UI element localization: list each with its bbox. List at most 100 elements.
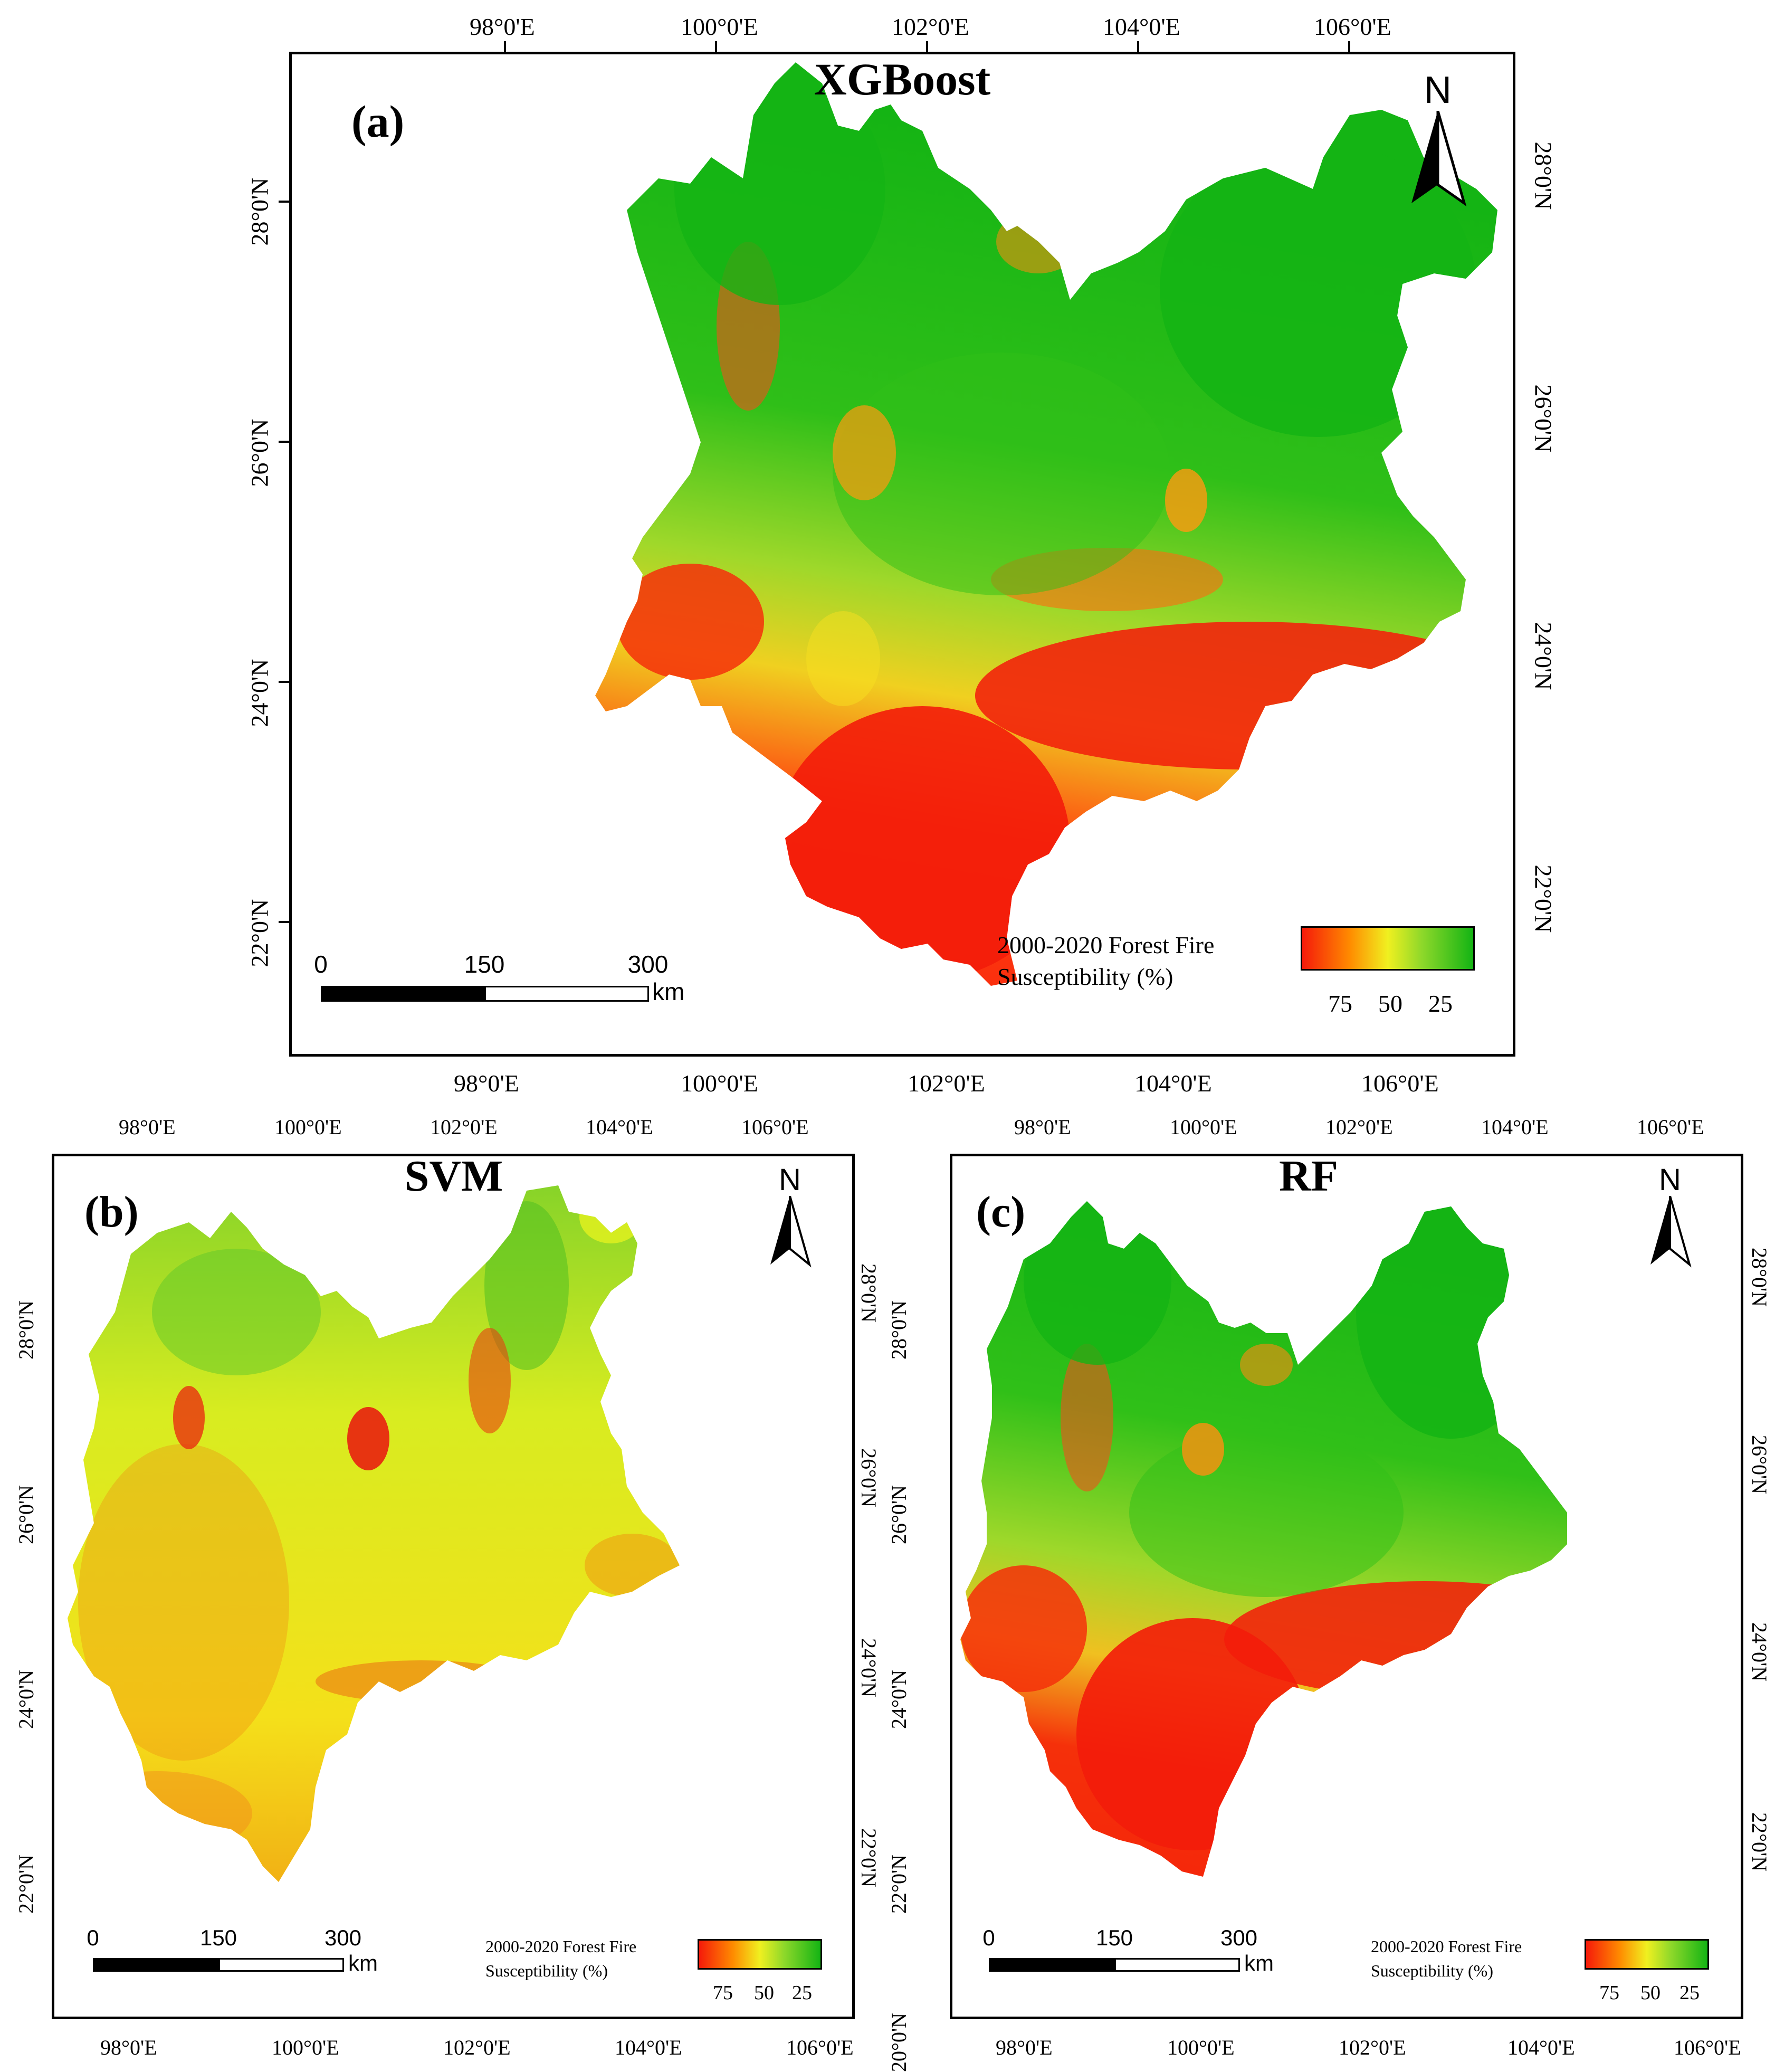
lon-label-top: 106°0'E: [741, 1115, 809, 1139]
scale-bar-a: 0 150 300 km: [314, 950, 696, 1013]
lon-label-top: 104°0'E: [586, 1115, 653, 1139]
lon-label-top: 100°0'E: [681, 13, 758, 40]
lon-label-bottom: 102°0'E: [908, 1070, 985, 1097]
legend-color-ramp: [698, 1939, 822, 1970]
lat-label-left: 22°0'N: [14, 1854, 39, 1914]
lat-label-left: 26°0'N: [246, 419, 273, 487]
fire-susceptibility-map-b: [68, 1185, 680, 1882]
lon-label-top: 102°0'E: [1325, 1115, 1393, 1139]
north-arrow-icon: [770, 1196, 812, 1268]
scale-bar-c: 0 150 300 km: [980, 1925, 1276, 1983]
legend-title-line2: Susceptibility (%): [997, 963, 1173, 990]
tick: [279, 201, 289, 203]
north-arrow-c: N: [1646, 1162, 1694, 1268]
scale-bar-filled: [321, 986, 485, 1002]
lon-label-top: 102°0'E: [892, 13, 969, 40]
legend-a: 2000-2020 Forest Fire Susceptibility (%)…: [997, 926, 1483, 1027]
lat-label-right: 22°0'N: [857, 1828, 881, 1888]
scale-bar-empty: [484, 986, 649, 1002]
lat-label-left: 28°0'N: [246, 177, 273, 246]
legend-title-line2: Susceptibility (%): [485, 1961, 608, 1980]
lat-label-right: 24°0'N: [857, 1638, 881, 1698]
lat-label-right: 26°0'N: [1530, 384, 1557, 453]
north-letter: N: [1659, 1163, 1681, 1197]
legend-color-ramp: [1301, 926, 1475, 971]
north-letter: N: [1424, 69, 1452, 111]
legend-value: 50: [1640, 1982, 1661, 2004]
tick: [279, 681, 289, 683]
scale-bar-empty: [1114, 1958, 1240, 1972]
panel-letter-a: (a): [351, 96, 405, 147]
lat-label-right: 26°0'N: [1748, 1434, 1772, 1495]
scale-label: 0: [982, 1925, 995, 1950]
lat-label-left: 26°0'N: [14, 1485, 39, 1545]
scale-unit: km: [652, 978, 685, 1005]
lon-label-bottom: 106°0'E: [1674, 2036, 1741, 2059]
lat-label-left: 28°0'N: [887, 1300, 911, 1360]
legend-title-line1: 2000-2020 Forest Fire: [997, 932, 1215, 958]
lat-label-right: 24°0'N: [1748, 1622, 1772, 1682]
panel-title-a: XGBoost: [814, 54, 991, 104]
scale-label: 300: [324, 1925, 362, 1950]
lon-label-bottom: 104°0'E: [1507, 2036, 1575, 2059]
lat-label-right: 28°0'N: [857, 1263, 881, 1323]
lat-label-right: 28°0'N: [1530, 141, 1557, 210]
legend-value: 50: [754, 1982, 774, 2004]
tick: [1137, 41, 1139, 52]
scale-bar-filled: [989, 1958, 1115, 1972]
lat-label-left: 26°0'N: [887, 1485, 911, 1545]
lon-label-top: 106°0'E: [1637, 1115, 1704, 1139]
tick: [715, 41, 717, 52]
legend-value: 75: [1599, 1982, 1619, 2004]
lon-label-bottom: 100°0'E: [1167, 2036, 1235, 2059]
lat-label-left: 24°0'N: [887, 1669, 911, 1729]
panel-rf: 98°0'E 100°0'E 102°0'E 104°0'E 106°0'E 9…: [887, 1098, 1775, 2072]
lon-label-bottom: 98°0'E: [100, 2036, 157, 2059]
legend-color-ramp: [1585, 1939, 1709, 1970]
legend-value: 25: [1679, 1982, 1700, 2004]
lon-label-top: 100°0'E: [274, 1115, 342, 1139]
lat-label-left: 24°0'N: [246, 659, 273, 727]
tick: [1348, 41, 1350, 52]
legend-b: 2000-2020 Forest Fire Susceptibility (%)…: [485, 1936, 834, 2015]
legend-value: 25: [792, 1982, 812, 2004]
lon-label-bottom: 106°0'E: [786, 2036, 854, 2059]
lon-label-bottom: 102°0'E: [1339, 2036, 1406, 2059]
panel-svm: 98°0'E 100°0'E 102°0'E 104°0'E 106°0'E 9…: [0, 1098, 887, 2071]
lon-label-bottom: 104°0'E: [615, 2036, 682, 2059]
lat-label-left: 28°0'N: [14, 1300, 39, 1360]
legend-value: 25: [1428, 990, 1453, 1017]
scale-bar-empty: [218, 1958, 344, 1972]
lat-label-right: 22°0'N: [1530, 864, 1557, 933]
legend-title-line2: Susceptibility (%): [1371, 1961, 1493, 1980]
legend-value: 75: [713, 1982, 733, 2004]
lon-label-top: 104°0'E: [1481, 1115, 1549, 1139]
panel-letter-c: (c): [976, 1187, 1026, 1237]
north-arrow-b: N: [766, 1162, 814, 1268]
legend-c: 2000-2020 Forest Fire Susceptibility (%)…: [1371, 1936, 1719, 2015]
lon-label-top: 100°0'E: [1170, 1115, 1237, 1139]
lon-label-top: 98°0'E: [119, 1115, 176, 1139]
scale-label: 300: [1220, 1925, 1258, 1950]
north-arrow-icon: [1411, 111, 1467, 207]
north-letter: N: [779, 1163, 801, 1197]
legend-title-line1: 2000-2020 Forest Fire: [1371, 1937, 1522, 1956]
tick: [926, 41, 928, 52]
legend-value: 75: [1328, 990, 1352, 1017]
scale-label: 150: [464, 951, 505, 978]
panel-letter-b: (b): [84, 1187, 139, 1237]
scale-label: 0: [87, 1925, 99, 1950]
scale-label: 150: [199, 1925, 237, 1950]
scale-bar-filled: [93, 1958, 220, 1972]
panel-title-c: RF: [1279, 1152, 1338, 1201]
lon-label-bottom: 102°0'E: [443, 2036, 511, 2059]
tick: [279, 441, 289, 443]
lat-label-right: 24°0'N: [1530, 622, 1557, 690]
tick: [279, 921, 289, 923]
lon-label-bottom: 100°0'E: [272, 2036, 339, 2059]
lat-label-left: 22°0'N: [246, 899, 273, 967]
lat-label-right: 22°0'N: [1748, 1812, 1772, 1872]
scale-label: 150: [1095, 1925, 1133, 1950]
lat-label-right: 26°0'N: [857, 1448, 881, 1508]
lat-label-right: 20°0'N: [887, 2012, 911, 2072]
